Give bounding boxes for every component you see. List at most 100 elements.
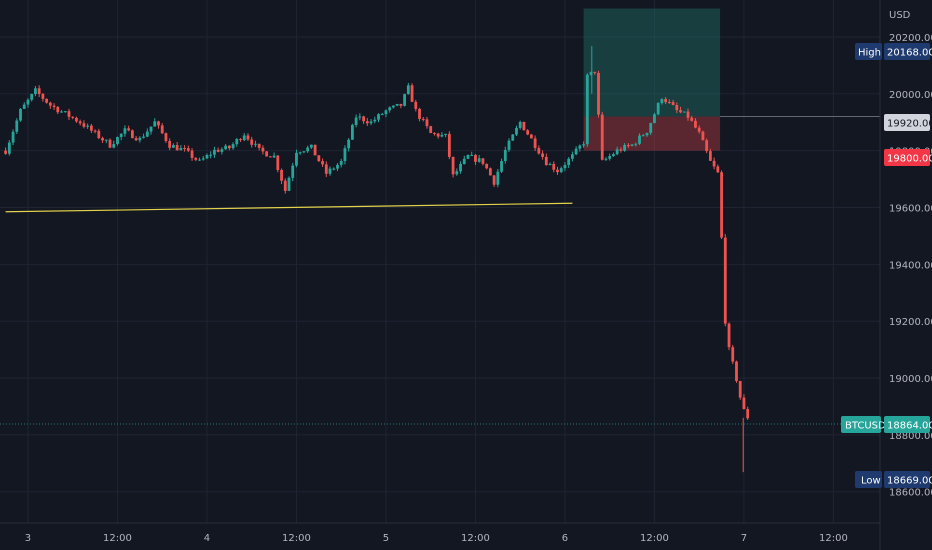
candle-body [392,105,395,108]
candle-body [172,145,175,148]
symbol-label: BTCUSD [845,421,886,432]
candle-body [52,105,56,107]
candle-body [119,133,123,138]
candle-body [630,144,634,146]
candle-body [462,158,466,164]
candle-body [298,152,302,154]
candle-body [735,361,738,382]
candle-body [701,131,705,141]
candle-body [302,151,306,153]
candle-body [272,155,276,158]
candle-body [332,168,336,170]
candle-body [384,110,388,115]
candle-body [373,119,377,122]
candle-body [93,130,97,132]
currency-label: USD [889,10,911,21]
stop-price-badge [884,149,930,166]
candle-body [254,143,257,145]
time-axis[interactable]: 3 12:00 4 12:00 5 12:00 6 12:00 7 12:00 [25,533,848,544]
candle-body [157,121,160,126]
candle-body [97,130,101,138]
candle-body [104,139,108,141]
candle-body [354,117,358,125]
candle-body [149,126,153,132]
candle-body [563,164,567,169]
candle-body [11,131,15,143]
candle-body [444,133,448,135]
candle-body [619,149,623,151]
high-value: 20168.00 [887,48,932,59]
take-profit-zone [583,8,721,117]
candle-body [75,117,78,122]
candle-body [626,145,630,147]
candle-body [220,149,224,152]
candle-body [727,323,731,348]
candle-body [470,154,474,156]
candle-body [4,150,7,154]
candle-body [67,111,71,117]
candle-body [410,85,414,102]
candle-body [522,121,526,131]
x-tick-label: 4 [204,533,210,544]
candle-body [720,172,723,238]
candle-body [429,126,433,133]
candle-body [350,124,354,140]
candle-body [544,156,548,166]
candle-body [134,138,138,141]
trend-lines[interactable] [5,0,573,213]
candle-body [362,116,365,122]
candle-body [694,120,697,128]
candle-body [30,94,34,100]
candle-body [433,132,436,134]
candle-body [436,133,440,137]
y-tick-label: 18800.00 [889,431,932,442]
candle-body [317,155,321,162]
candle-body [265,151,269,157]
candle-body [421,118,425,120]
candle-body [295,152,298,166]
candle-body [377,114,380,120]
candle-body [511,134,515,141]
x-tick-label: 3 [25,533,31,544]
candle-body [529,134,533,139]
candle-body [205,154,209,159]
candle-body [339,160,343,165]
candle-body [738,381,742,398]
candle-body [343,148,347,161]
entry-price: 19920.00 [887,119,932,130]
last-price: 18864.00 [887,421,932,432]
candle-body [403,94,407,106]
candle-body [518,121,522,128]
x-tick-label: 5 [383,533,389,544]
candle-body [313,144,317,156]
candle-body [712,160,716,167]
candle-body [593,71,597,73]
candle-body [507,140,511,150]
candle-body [679,110,682,113]
candle-body [328,168,332,174]
candle-body [78,121,82,124]
candle-body [63,111,67,113]
candle-body [365,121,369,124]
candle-body [723,237,727,324]
candle-body [306,147,310,152]
candle-body [608,156,612,159]
candle-body [708,151,712,161]
candle-body [571,154,574,159]
candle-body [34,88,37,95]
candle-body [309,144,313,148]
low-marker-tag [855,471,882,488]
candle-body [567,158,571,165]
candle-body [597,72,600,115]
candle-body [261,147,265,152]
y-tick-label: 20000.00 [889,90,932,101]
candle-body [164,133,168,142]
trend-line[interactable] [5,202,573,213]
candle-body [548,163,552,166]
candle-body [112,144,116,148]
candle-body [198,159,201,161]
candle-body [645,132,649,136]
candle-body [347,139,351,149]
candle-body [213,149,216,155]
